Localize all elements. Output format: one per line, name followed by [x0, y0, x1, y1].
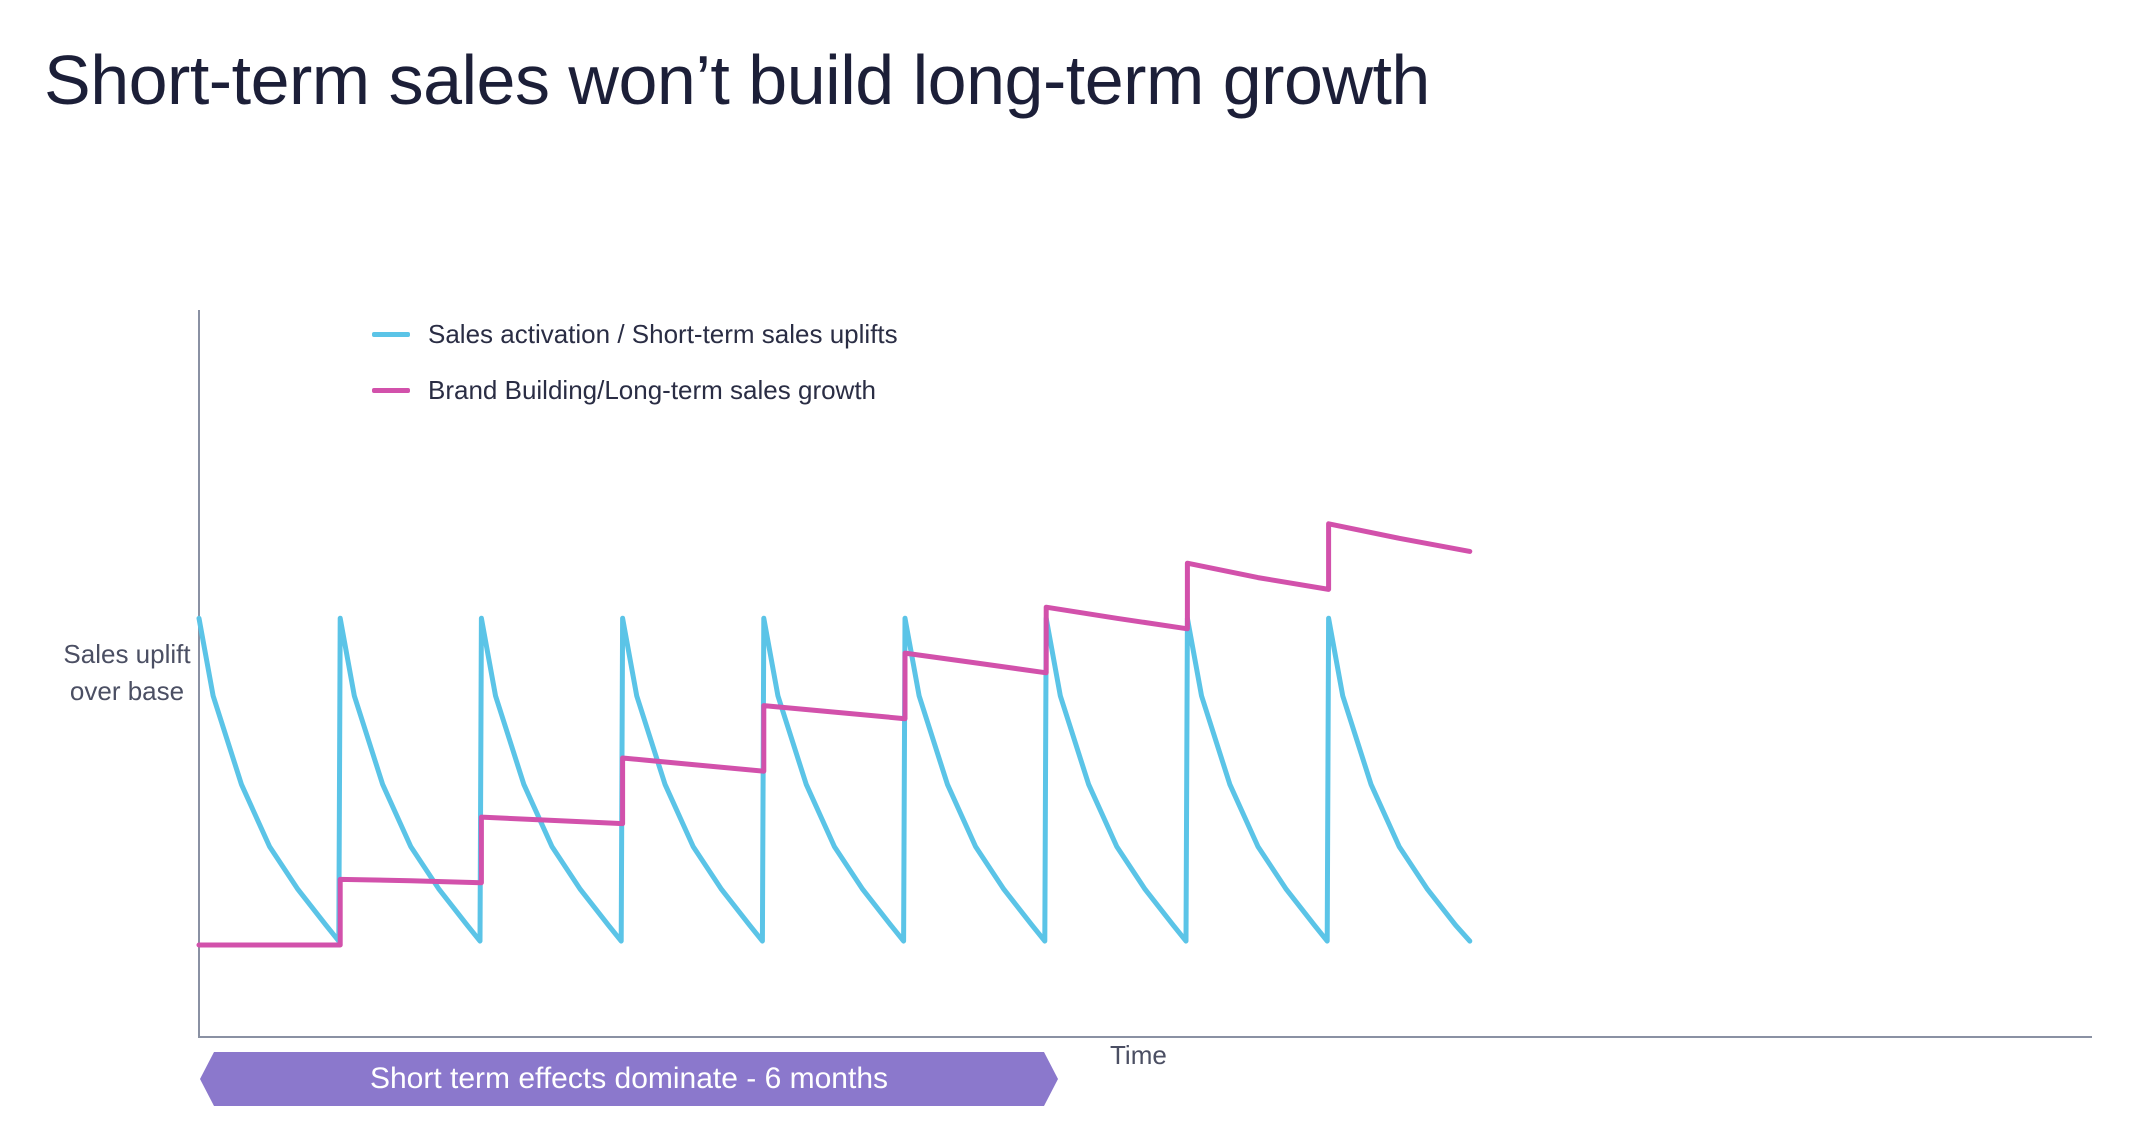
legend-item-brand-building: Brand Building/Long-term sales growth [372, 362, 898, 418]
y-axis-label: Sales uplift over base [63, 639, 191, 706]
legend-label-sales-activation: Sales activation / Short-term sales upli… [428, 318, 898, 349]
series-layer [196, 521, 1473, 948]
series-line-sales-activation [196, 615, 1473, 944]
legend-label-brand-building: Brand Building/Long-term sales growth [428, 374, 877, 405]
x-axis-label: Time [1110, 1040, 1167, 1070]
series-line-brand-building [196, 521, 1473, 948]
legend-item-sales-activation: Sales activation / Short-term sales upli… [372, 306, 898, 362]
chart-legend: Sales activation / Short-term sales upli… [372, 306, 898, 418]
legend-swatch-sales-activation [372, 331, 410, 337]
legend-swatch-brand-building [372, 387, 410, 393]
short-term-effects-banner: Short term effects dominate - 6 months [200, 1052, 1058, 1106]
banner-text: Short term effects dominate - 6 months [369, 1062, 888, 1095]
slide-title: Short-term sales won’t build long-term g… [44, 41, 1430, 119]
